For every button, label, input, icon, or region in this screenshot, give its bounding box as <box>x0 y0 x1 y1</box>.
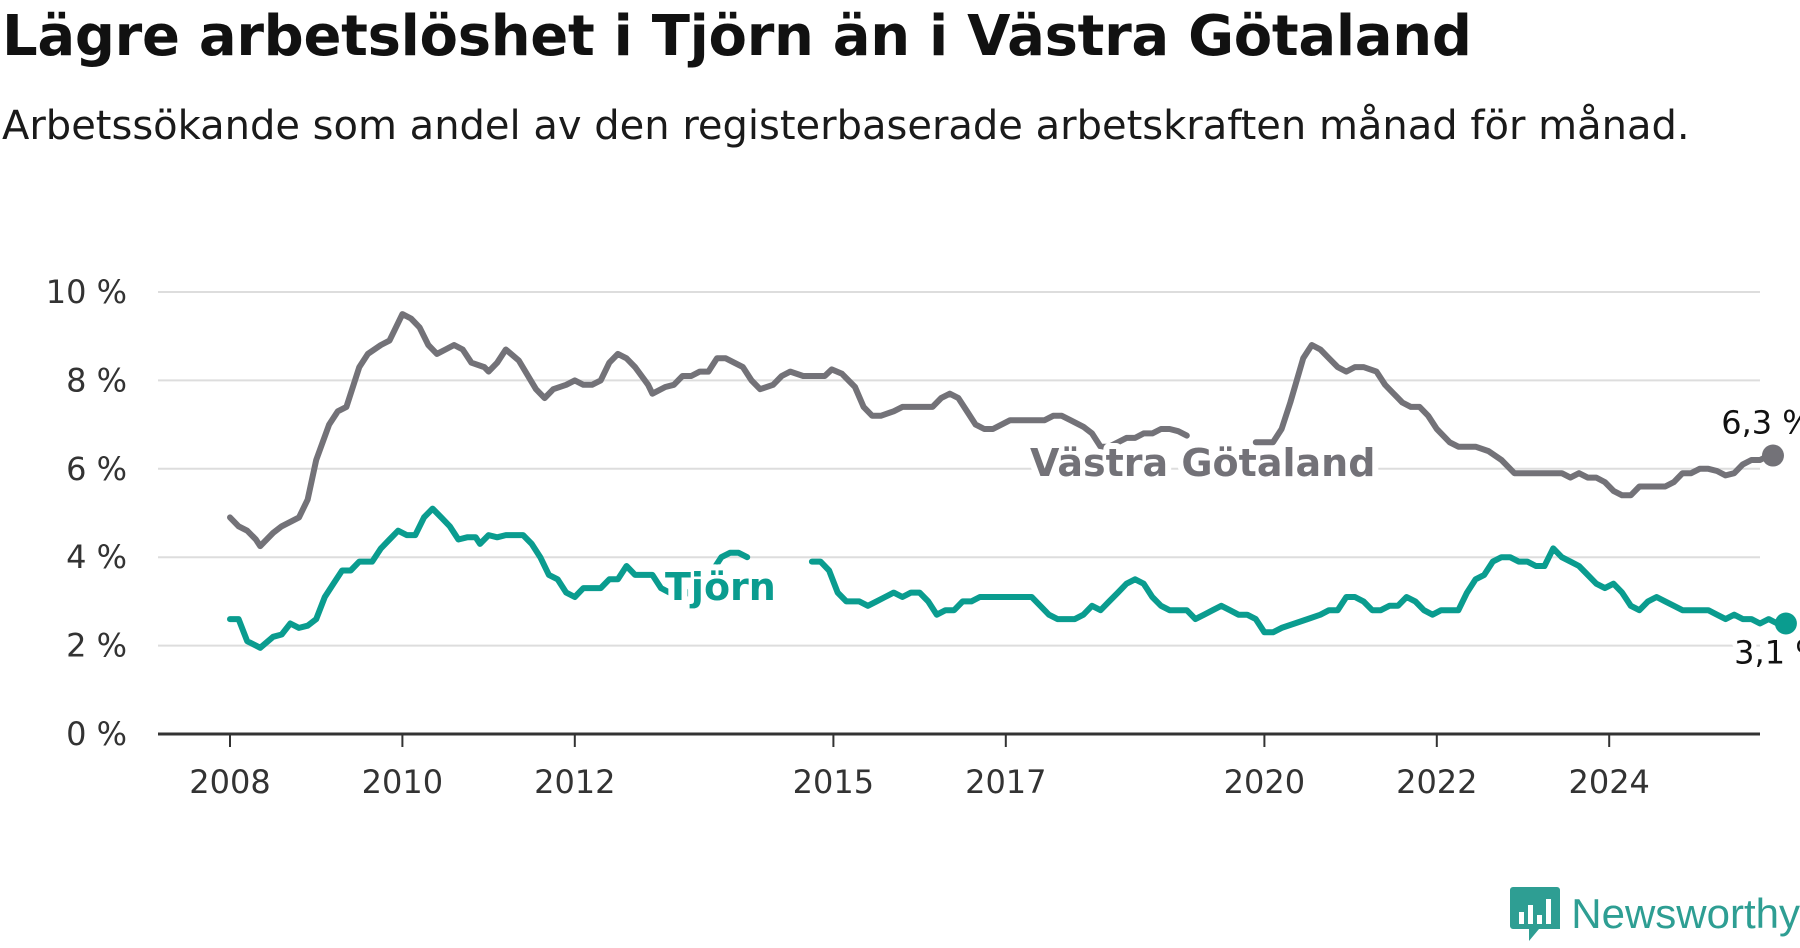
line-chart: 0 % 2 % 4 % 6 % 8 % 10 % 2008 2010 2012 2015 2017… <box>46 273 1800 801</box>
chart-subtitle: Arbetssökande som andel av den registerb… <box>2 103 1690 149</box>
x-tick-label: 2012 <box>534 763 615 801</box>
y-tick-label: 0 % <box>66 715 127 753</box>
end-point-tjorn <box>1774 612 1797 635</box>
series-lines <box>227 311 1789 651</box>
end-value-label-vastra-gotaland: 6,3 % <box>1721 404 1800 442</box>
series-line-vastra-gotaland <box>1252 342 1776 499</box>
x-tick-label: 2008 <box>189 763 270 801</box>
y-tick-label: 6 % <box>66 450 127 488</box>
x-tick-label: 2020 <box>1224 763 1305 801</box>
y-tick-label: 8 % <box>66 361 127 399</box>
series-line-tjorn <box>227 505 751 651</box>
series-label-vastra-gotaland: Västra Götaland <box>1030 441 1375 485</box>
end-value-label-tjorn: 3,1 % <box>1734 634 1800 672</box>
chart-title: Lägre arbetslöshet i Tjörn än i Västra G… <box>2 4 1472 69</box>
series-line-vastra-gotaland <box>227 311 1190 550</box>
x-tick-label: 2017 <box>965 763 1046 801</box>
y-tick-label: 2 % <box>66 627 127 665</box>
series-label-tjorn: Tjörn <box>665 565 776 609</box>
gridlines <box>158 291 1760 647</box>
x-tick-label: 2010 <box>362 763 443 801</box>
y-axis-tick-labels: 0 % 2 % 4 % 6 % 8 % 10 % <box>46 273 127 753</box>
x-axis: 2008 2010 2012 2015 2017 2020 2022 2024 <box>158 732 1760 801</box>
y-tick-label: 10 % <box>46 273 127 311</box>
x-tick-label: 2024 <box>1568 763 1649 801</box>
brand-logo: Newsworthy <box>1509 885 1800 943</box>
y-tick-label: 4 % <box>66 538 127 576</box>
x-tick-label: 2015 <box>793 763 874 801</box>
brand-name: Newsworthy <box>1571 890 1800 937</box>
series-line-tjorn <box>808 545 1789 636</box>
bar-chart-badge-icon <box>1510 887 1561 941</box>
end-point-vastra-gotaland <box>1761 444 1784 467</box>
x-tick-label: 2022 <box>1396 763 1477 801</box>
